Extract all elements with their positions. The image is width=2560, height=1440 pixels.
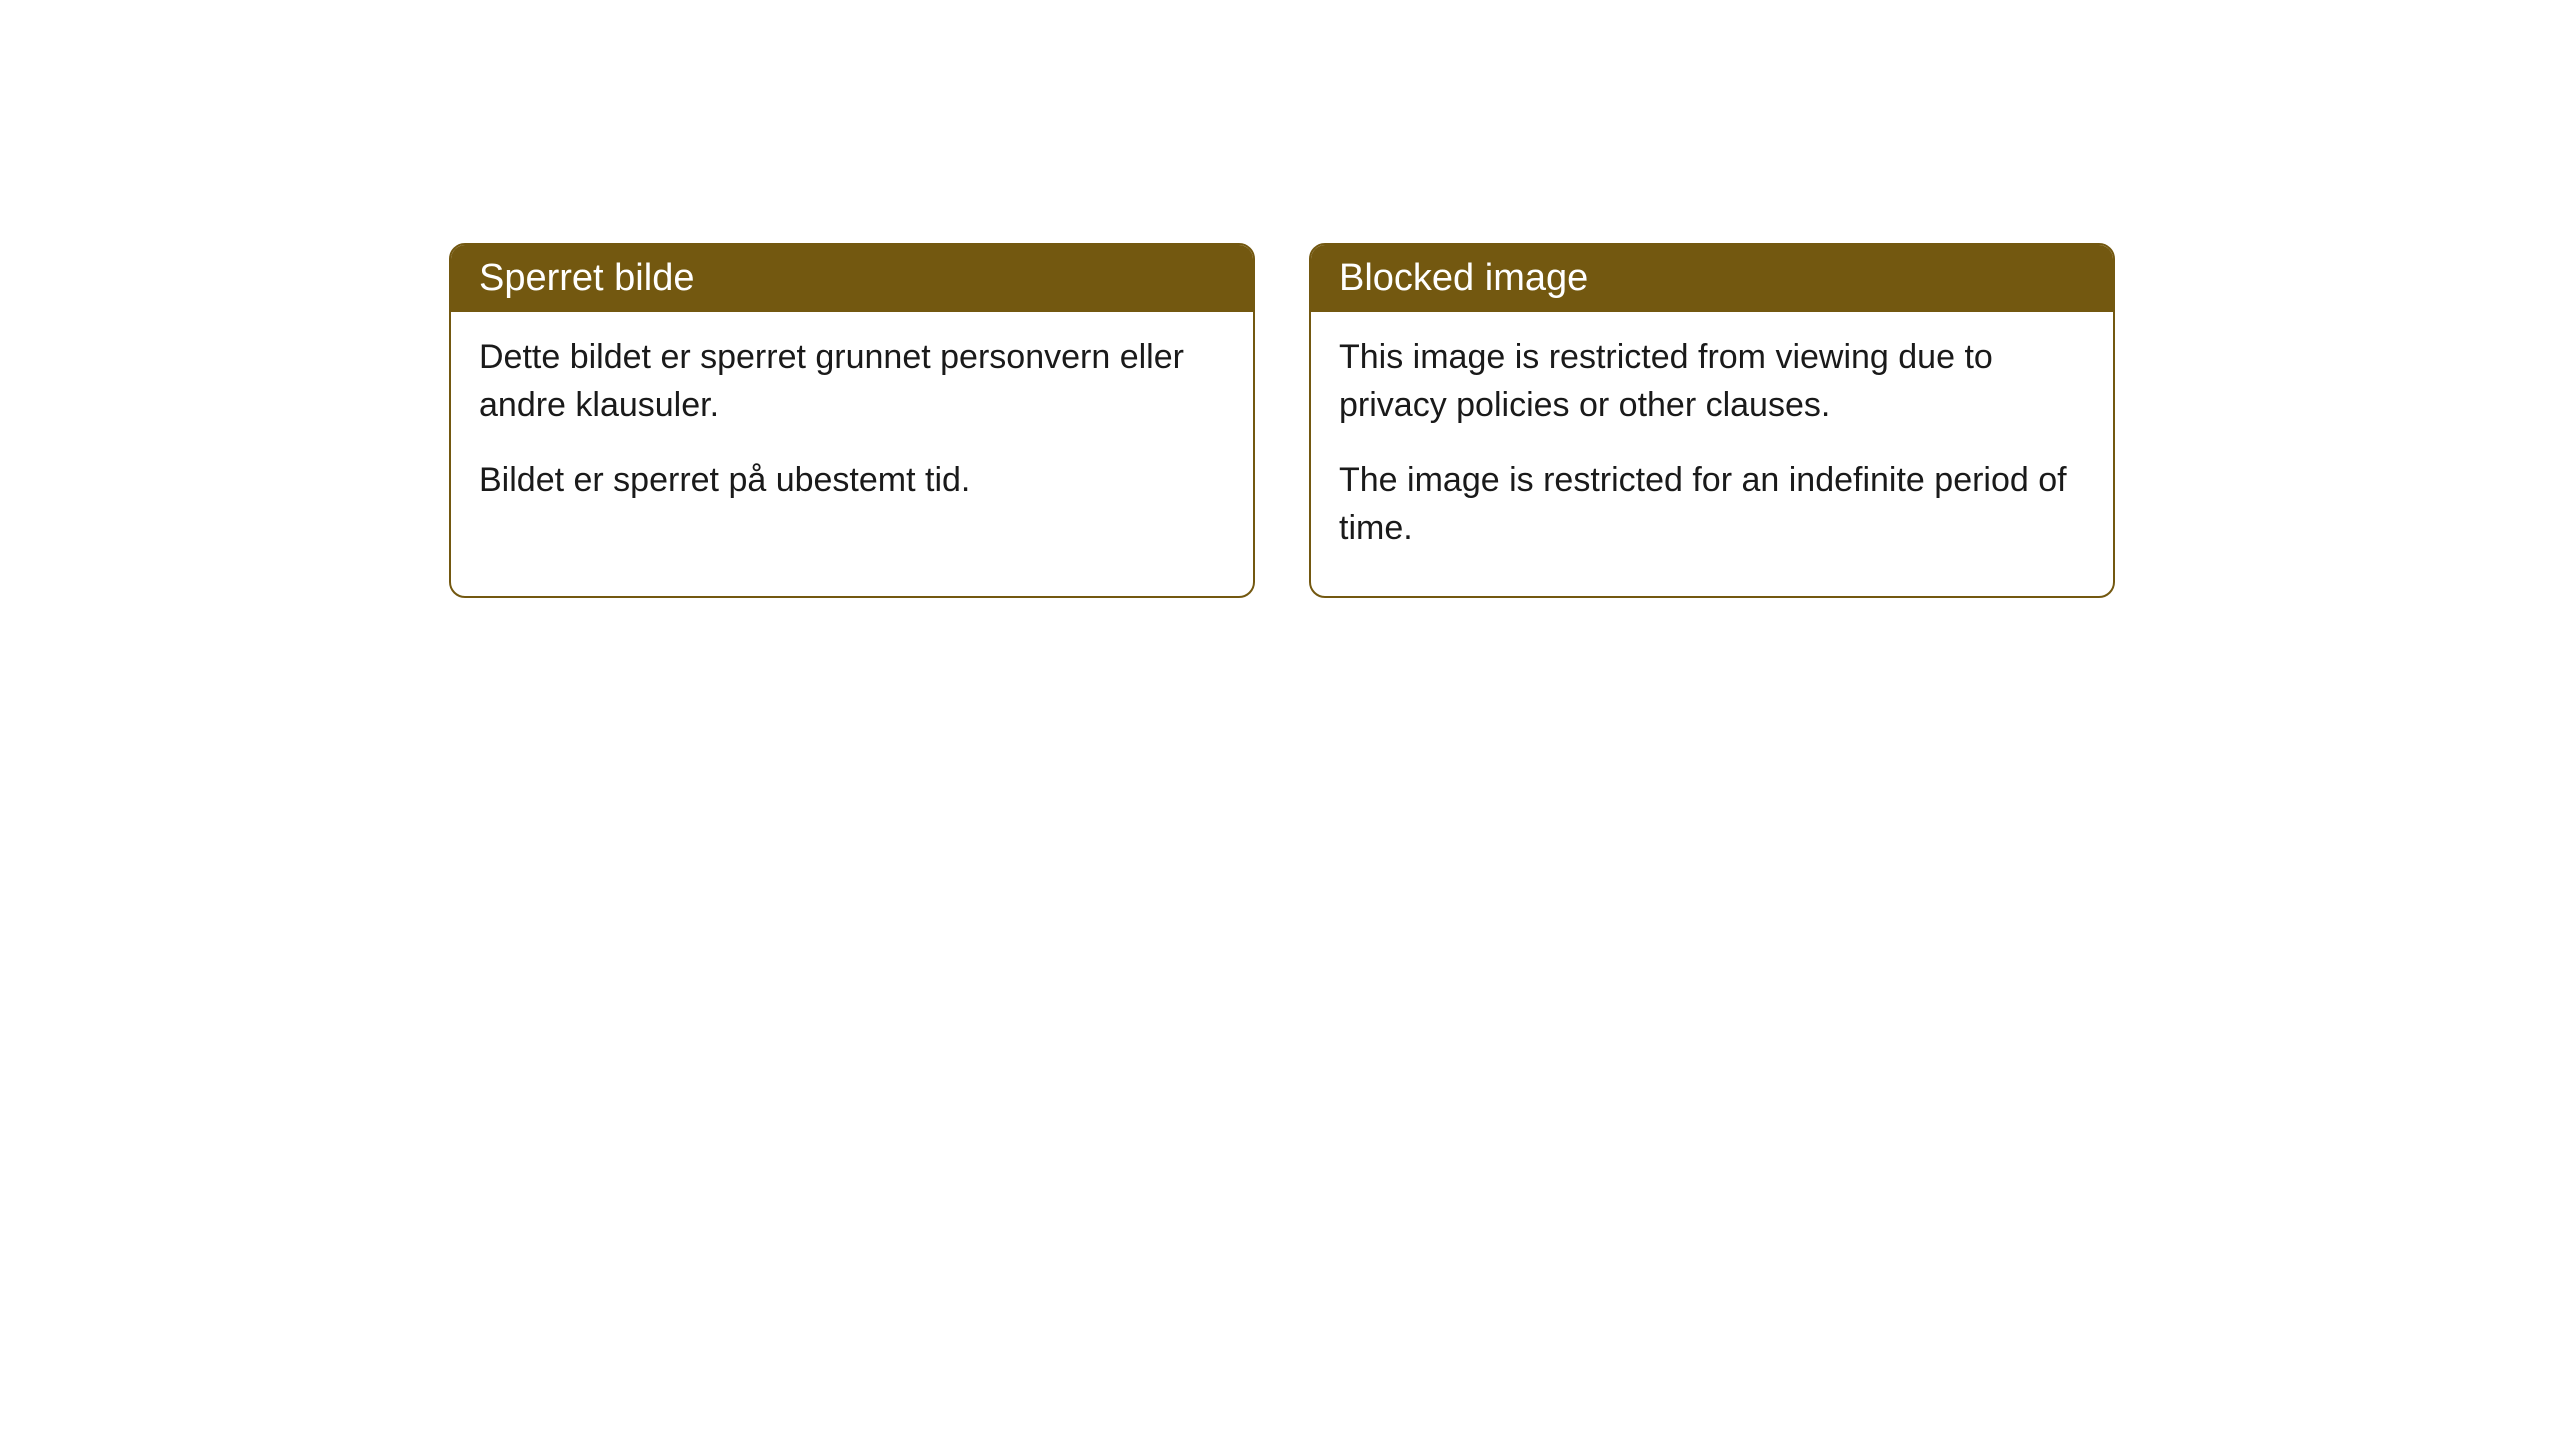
notice-paragraph: Dette bildet er sperret grunnet personve… <box>479 334 1225 429</box>
notice-card-norwegian: Sperret bilde Dette bildet er sperret gr… <box>449 243 1255 598</box>
notice-container: Sperret bilde Dette bildet er sperret gr… <box>449 243 2115 598</box>
card-title: Blocked image <box>1339 257 1588 299</box>
card-body: This image is restricted from viewing du… <box>1311 312 2113 596</box>
notice-paragraph: This image is restricted from viewing du… <box>1339 334 2085 429</box>
notice-paragraph: Bildet er sperret på ubestemt tid. <box>479 457 1225 505</box>
card-body: Dette bildet er sperret grunnet personve… <box>451 312 1253 549</box>
notice-paragraph: The image is restricted for an indefinit… <box>1339 457 2085 552</box>
card-header: Blocked image <box>1311 245 2113 312</box>
card-header: Sperret bilde <box>451 245 1253 312</box>
notice-card-english: Blocked image This image is restricted f… <box>1309 243 2115 598</box>
card-title: Sperret bilde <box>479 257 694 299</box>
